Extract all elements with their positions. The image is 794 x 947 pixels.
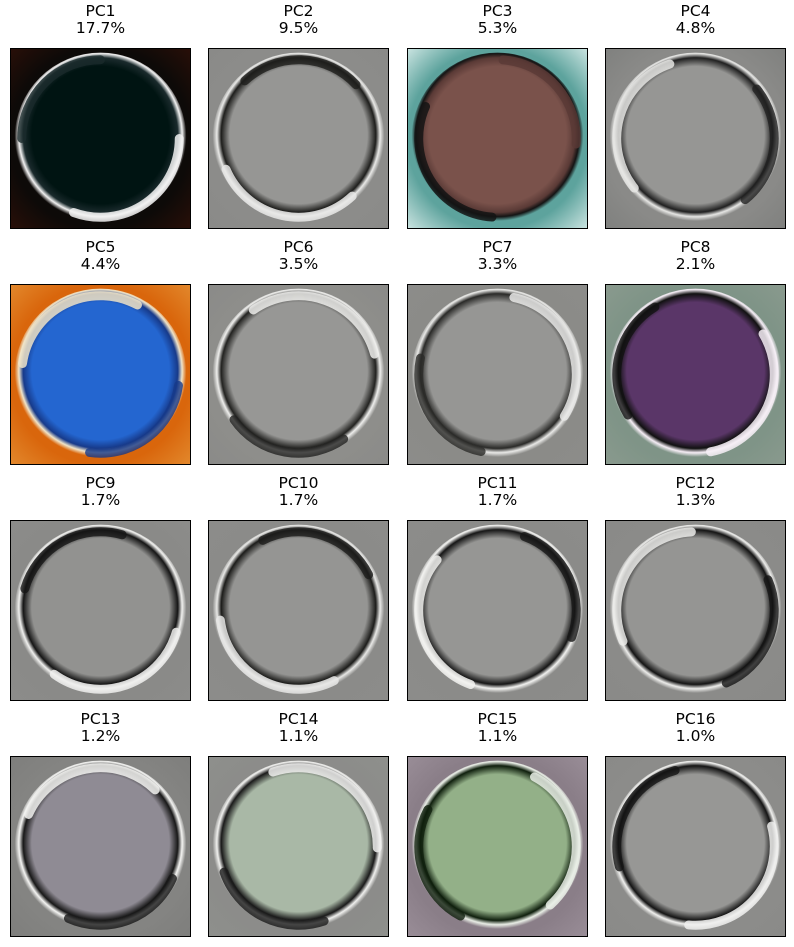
panel-title: PC14 1.1%	[208, 711, 389, 745]
component-image	[208, 48, 389, 229]
panel-title: PC1 17.7%	[10, 3, 191, 37]
component-label: PC4	[605, 3, 786, 20]
component-image-svg	[209, 521, 388, 700]
variance-label: 5.3%	[407, 20, 588, 37]
component-image	[208, 284, 389, 465]
component-image	[407, 520, 588, 701]
panel-title: PC15 1.1%	[407, 711, 588, 745]
variance-label: 1.1%	[407, 728, 588, 745]
variance-label: 4.4%	[10, 256, 191, 273]
component-label: PC5	[10, 239, 191, 256]
panel-title: PC13 1.2%	[10, 711, 191, 745]
variance-label: 4.8%	[605, 20, 786, 37]
component-image	[208, 520, 389, 701]
panel-title: PC16 1.0%	[605, 711, 786, 745]
component-image-svg	[209, 285, 388, 464]
image-disc	[610, 761, 782, 933]
panel-title: PC5 4.4%	[10, 239, 191, 273]
panel-title: PC10 1.7%	[208, 475, 389, 509]
variance-label: 17.7%	[10, 20, 191, 37]
panel-title: PC4 4.8%	[605, 3, 786, 37]
image-disc	[15, 761, 187, 933]
component-label: PC14	[208, 711, 389, 728]
component-image	[10, 756, 191, 937]
component-image-svg	[606, 521, 785, 700]
variance-label: 1.3%	[605, 492, 786, 509]
panel-title: PC3 5.3%	[407, 3, 588, 37]
image-disc	[412, 53, 584, 225]
panel-title: PC9 1.7%	[10, 475, 191, 509]
image-disc	[213, 761, 385, 933]
component-image-svg	[408, 521, 587, 700]
variance-label: 1.7%	[407, 492, 588, 509]
panel-title: PC11 1.7%	[407, 475, 588, 509]
panel-title: PC6 3.5%	[208, 239, 389, 273]
component-label: PC7	[407, 239, 588, 256]
component-label: PC11	[407, 475, 588, 492]
image-disc	[15, 53, 187, 225]
component-label: PC10	[208, 475, 389, 492]
variance-label: 1.7%	[10, 492, 191, 509]
variance-label: 9.5%	[208, 20, 389, 37]
image-disc	[412, 525, 584, 697]
component-label: PC6	[208, 239, 389, 256]
component-image-svg	[606, 49, 785, 228]
component-image-svg	[209, 49, 388, 228]
image-disc	[213, 525, 385, 697]
component-image	[605, 48, 786, 229]
component-label: PC16	[605, 711, 786, 728]
component-image	[10, 284, 191, 465]
component-image-svg	[11, 285, 190, 464]
component-image-svg	[11, 757, 190, 936]
component-image	[10, 520, 191, 701]
component-image-svg	[11, 521, 190, 700]
component-image	[407, 756, 588, 937]
panel-title: PC2 9.5%	[208, 3, 389, 37]
variance-label: 1.0%	[605, 728, 786, 745]
image-disc	[610, 289, 782, 461]
variance-label: 3.5%	[208, 256, 389, 273]
component-label: PC12	[605, 475, 786, 492]
component-image-svg	[408, 285, 587, 464]
variance-label: 2.1%	[605, 256, 786, 273]
component-image-svg	[11, 49, 190, 228]
image-disc	[610, 525, 782, 697]
component-image	[407, 284, 588, 465]
variance-label: 3.3%	[407, 256, 588, 273]
component-label: PC2	[208, 3, 389, 20]
image-disc	[213, 53, 385, 225]
component-image	[605, 284, 786, 465]
image-disc	[15, 289, 187, 461]
component-label: PC8	[605, 239, 786, 256]
component-image-svg	[408, 49, 587, 228]
component-label: PC3	[407, 3, 588, 20]
variance-label: 1.2%	[10, 728, 191, 745]
variance-label: 1.7%	[208, 492, 389, 509]
component-image	[605, 756, 786, 937]
image-disc	[412, 289, 584, 461]
component-image	[10, 48, 191, 229]
panel-title: PC8 2.1%	[605, 239, 786, 273]
component-image	[605, 520, 786, 701]
component-label: PC13	[10, 711, 191, 728]
component-label: PC9	[10, 475, 191, 492]
image-disc	[610, 53, 782, 225]
component-image-svg	[606, 757, 785, 936]
component-image-svg	[209, 757, 388, 936]
variance-label: 1.1%	[208, 728, 389, 745]
component-label: PC15	[407, 711, 588, 728]
panel-title: PC7 3.3%	[407, 239, 588, 273]
component-image	[407, 48, 588, 229]
component-image	[208, 756, 389, 937]
panel-title: PC12 1.3%	[605, 475, 786, 509]
image-disc	[412, 761, 584, 933]
image-disc	[213, 289, 385, 461]
component-label: PC1	[10, 3, 191, 20]
image-disc	[15, 525, 187, 697]
component-image-svg	[606, 285, 785, 464]
component-image-svg	[408, 757, 587, 936]
